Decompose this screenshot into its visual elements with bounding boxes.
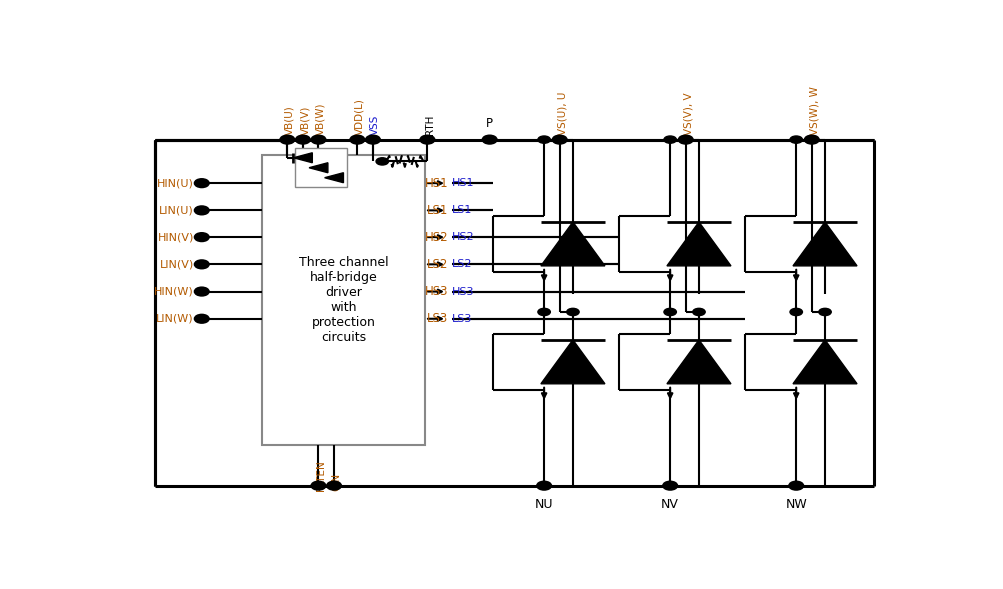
Polygon shape xyxy=(666,340,730,384)
Text: LS1: LS1 xyxy=(452,206,472,216)
Circle shape xyxy=(537,482,551,489)
Text: VDD(L): VDD(L) xyxy=(354,98,364,135)
Circle shape xyxy=(420,135,434,144)
Circle shape xyxy=(789,136,801,143)
Circle shape xyxy=(482,135,496,144)
Circle shape xyxy=(327,482,341,489)
Circle shape xyxy=(195,315,209,323)
Circle shape xyxy=(365,135,379,144)
Text: HS2: HS2 xyxy=(452,232,474,242)
Text: VB(W): VB(W) xyxy=(316,102,326,135)
Circle shape xyxy=(818,308,830,316)
Text: HS3: HS3 xyxy=(452,287,474,296)
Text: HIN(U): HIN(U) xyxy=(156,178,194,188)
Circle shape xyxy=(195,260,209,269)
Circle shape xyxy=(552,135,566,144)
Circle shape xyxy=(538,136,550,143)
Circle shape xyxy=(663,136,676,143)
Polygon shape xyxy=(666,222,730,266)
Circle shape xyxy=(311,482,325,489)
Circle shape xyxy=(678,135,692,144)
Text: LS2: LS2 xyxy=(426,258,448,271)
Circle shape xyxy=(789,308,801,316)
Circle shape xyxy=(195,287,209,296)
Text: VB(V): VB(V) xyxy=(300,105,310,135)
Polygon shape xyxy=(541,340,605,384)
Text: HIN(V): HIN(V) xyxy=(157,232,194,242)
Circle shape xyxy=(376,158,388,165)
Circle shape xyxy=(566,308,579,316)
Text: FLTEN: FLTEN xyxy=(316,461,326,491)
Circle shape xyxy=(788,482,802,489)
Circle shape xyxy=(280,135,294,144)
Bar xyxy=(262,155,424,445)
Circle shape xyxy=(195,179,209,187)
Text: VS(U), U: VS(U), U xyxy=(557,92,567,135)
Text: LIN(U): LIN(U) xyxy=(159,206,194,216)
Text: LS1: LS1 xyxy=(426,204,448,217)
Polygon shape xyxy=(309,163,328,173)
Text: HIN(W): HIN(W) xyxy=(154,287,194,296)
Text: RTH: RTH xyxy=(424,115,434,135)
Circle shape xyxy=(804,135,818,144)
Circle shape xyxy=(663,482,676,489)
Text: LIN(V): LIN(V) xyxy=(159,259,194,269)
Circle shape xyxy=(311,135,325,144)
Text: NV: NV xyxy=(661,498,678,511)
Text: HS1: HS1 xyxy=(424,177,448,190)
Text: VS(W), W: VS(W), W xyxy=(808,86,818,135)
Circle shape xyxy=(350,135,364,144)
Text: LS2: LS2 xyxy=(452,259,472,269)
Bar xyxy=(295,148,347,187)
Text: LS3: LS3 xyxy=(452,314,472,324)
Polygon shape xyxy=(293,153,312,163)
Text: NU: NU xyxy=(535,498,553,511)
Polygon shape xyxy=(792,340,857,384)
Circle shape xyxy=(663,308,676,316)
Text: Three channel
half-bridge
driver
with
protection
circuits: Three channel half-bridge driver with pr… xyxy=(298,256,388,344)
Polygon shape xyxy=(792,222,857,266)
Circle shape xyxy=(538,308,550,316)
Text: CIN: CIN xyxy=(331,473,341,491)
Circle shape xyxy=(692,308,704,316)
Text: HS3: HS3 xyxy=(424,285,448,298)
Text: LIN(W): LIN(W) xyxy=(156,314,194,324)
Text: P: P xyxy=(485,117,492,130)
Circle shape xyxy=(195,233,209,241)
Circle shape xyxy=(195,206,209,214)
Text: VB(U): VB(U) xyxy=(285,105,295,135)
Circle shape xyxy=(296,135,310,144)
Text: NW: NW xyxy=(784,498,806,511)
Text: VSS: VSS xyxy=(370,115,380,135)
Polygon shape xyxy=(541,222,605,266)
Text: VS(V), V: VS(V), V xyxy=(682,92,692,135)
Text: LS3: LS3 xyxy=(426,312,448,325)
Text: HS2: HS2 xyxy=(424,231,448,244)
Polygon shape xyxy=(324,173,343,183)
Text: HS1: HS1 xyxy=(452,178,474,188)
